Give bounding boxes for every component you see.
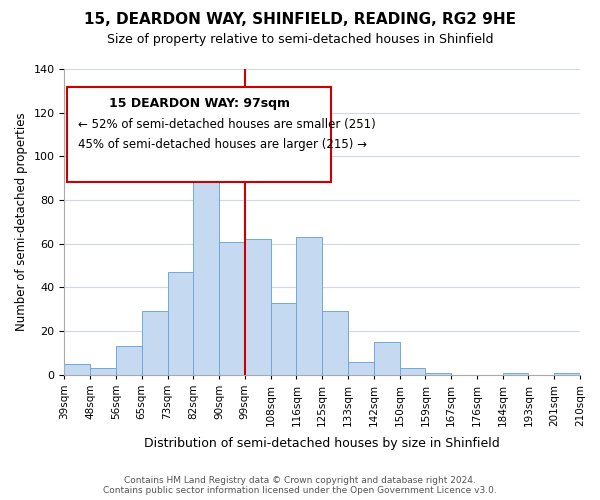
- Bar: [116, 346, 142, 374]
- Text: Size of property relative to semi-detached houses in Shinfield: Size of property relative to semi-detach…: [107, 32, 493, 46]
- Bar: [296, 237, 322, 374]
- Bar: [90, 368, 116, 374]
- Text: 15, DEARDON WAY, SHINFIELD, READING, RG2 9HE: 15, DEARDON WAY, SHINFIELD, READING, RG2…: [84, 12, 516, 28]
- Text: 45% of semi-detached houses are larger (215) →: 45% of semi-detached houses are larger (…: [77, 138, 367, 151]
- Text: ← 52% of semi-detached houses are smaller (251): ← 52% of semi-detached houses are smalle…: [77, 118, 376, 131]
- Bar: [503, 372, 529, 374]
- Bar: [64, 364, 90, 374]
- Text: 15 DEARDON WAY: 97sqm: 15 DEARDON WAY: 97sqm: [109, 96, 290, 110]
- Bar: [400, 368, 425, 374]
- Bar: [271, 302, 296, 374]
- X-axis label: Distribution of semi-detached houses by size in Shinfield: Distribution of semi-detached houses by …: [145, 437, 500, 450]
- Y-axis label: Number of semi-detached properties: Number of semi-detached properties: [15, 112, 28, 331]
- Bar: [167, 272, 193, 374]
- Bar: [142, 312, 167, 374]
- Bar: [348, 362, 374, 374]
- Text: Contains public sector information licensed under the Open Government Licence v3: Contains public sector information licen…: [103, 486, 497, 495]
- Bar: [322, 312, 348, 374]
- Text: Contains HM Land Registry data © Crown copyright and database right 2024.: Contains HM Land Registry data © Crown c…: [124, 476, 476, 485]
- Bar: [219, 242, 245, 374]
- Bar: [554, 372, 580, 374]
- Bar: [425, 372, 451, 374]
- Bar: [374, 342, 400, 374]
- Bar: [193, 124, 219, 374]
- Bar: [245, 240, 271, 374]
